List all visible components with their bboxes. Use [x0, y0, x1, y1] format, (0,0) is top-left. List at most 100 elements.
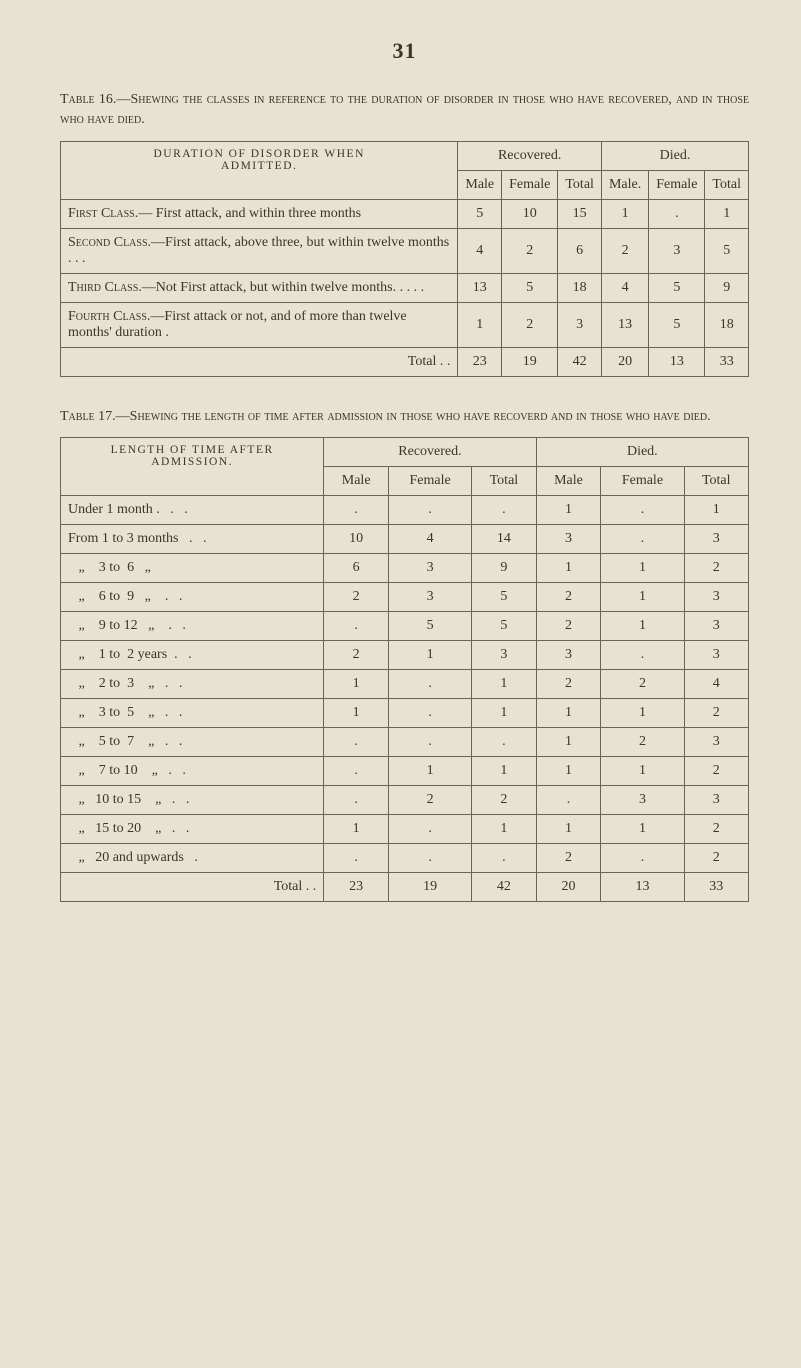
table-row: „ 2 to 3 „ . .1.1224 [61, 669, 749, 698]
table17-col-male: Male [324, 466, 389, 495]
table17-cell: 6 [324, 553, 389, 582]
table17-row-label: „ 10 to 15 „ . . [61, 785, 324, 814]
table17-cell: . [601, 495, 684, 524]
table17-row-label: „ 3 to 6 „ [61, 553, 324, 582]
table17-col-male2: Male [536, 466, 601, 495]
table16-cell: 5 [649, 273, 705, 302]
table-row: From 1 to 3 months . .104143.3 [61, 524, 749, 553]
table-row: „ 9 to 12 „ . ..55213 [61, 611, 749, 640]
table17-row-label: „ 3 to 5 „ . . [61, 698, 324, 727]
table17-cell: 1 [536, 814, 601, 843]
table-row: First Class.— First attack, and within t… [61, 199, 749, 228]
table17-cell: . [389, 843, 472, 872]
table17-cell: 2 [536, 582, 601, 611]
table17-cell: 1 [601, 698, 684, 727]
table17-cell: 5 [389, 611, 472, 640]
table16-cell: 2 [502, 302, 558, 347]
table17-cell: . [389, 669, 472, 698]
table16-col-female2: Female [649, 170, 705, 199]
table17-cell: 2 [536, 611, 601, 640]
table17-cell: 3 [389, 553, 472, 582]
table17-cell: 5 [472, 611, 536, 640]
table17-cell: 1 [472, 756, 536, 785]
table17-cell: 1 [601, 611, 684, 640]
table16-cell: 13 [601, 302, 648, 347]
table16-total-row: Total . .231942201333 [61, 347, 749, 376]
table16-row-header-sub: ADMITTED. [68, 160, 450, 172]
table17-cell: . [324, 843, 389, 872]
table17-row-label: „ 15 to 20 „ . . [61, 814, 324, 843]
table17-group-recovered: Recovered. [324, 437, 536, 466]
table17-total-cell: 23 [324, 872, 389, 901]
table17-cell: 1 [601, 756, 684, 785]
table17-cell: 2 [684, 553, 748, 582]
table16-cell: 5 [705, 228, 749, 273]
table17-cell: 2 [684, 843, 748, 872]
table17-row-label: „ 7 to 10 „ . . [61, 756, 324, 785]
table16: DURATION OF DISORDER WHEN ADMITTED. Reco… [60, 141, 749, 377]
table17-cell: 3 [601, 785, 684, 814]
table17-cell: 1 [536, 698, 601, 727]
table17-cell: . [472, 495, 536, 524]
table16-cell: 4 [458, 228, 502, 273]
table17-cell: 1 [536, 756, 601, 785]
table17-row-label: „ 1 to 2 years . . [61, 640, 324, 669]
table17-total-cell: 20 [536, 872, 601, 901]
table17-cell: 1 [472, 669, 536, 698]
table17-cell: . [601, 524, 684, 553]
table17-cell: 10 [324, 524, 389, 553]
table17-cell: 2 [684, 814, 748, 843]
table17-row-label: From 1 to 3 months . . [61, 524, 324, 553]
table17-cell: . [472, 727, 536, 756]
table17-cell: 1 [536, 727, 601, 756]
table-row: Under 1 month . . ....1.1 [61, 495, 749, 524]
table17-row-header-sub: ADMISSION. [68, 456, 316, 468]
table16-cell: 5 [502, 273, 558, 302]
table16-group-died: Died. [601, 141, 748, 170]
table16-col-total: Total [558, 170, 602, 199]
table16-col-male: Male [458, 170, 502, 199]
row-lead: First Class. [68, 206, 138, 221]
table17-cell: 1 [324, 669, 389, 698]
table-row: Third Class.—Not First at­tack, but with… [61, 273, 749, 302]
table16-group-recovered: Recovered. [458, 141, 602, 170]
row-rest: —Not First at­tack, but within twelve mo… [142, 280, 424, 295]
table16-caption: Table 16.—Shewing the classes in referen… [60, 90, 749, 131]
table-row: „ 7 to 10 „ . ..11112 [61, 756, 749, 785]
table16-row-header: DURATION OF DISORDER WHEN ADMITTED. [61, 141, 458, 199]
table17-cell: 3 [389, 582, 472, 611]
table16-cell: 3 [558, 302, 602, 347]
table-row: „ 3 to 6 „639112 [61, 553, 749, 582]
table17-cell: 3 [536, 524, 601, 553]
table17-row-label: „ 9 to 12 „ . . [61, 611, 324, 640]
table16-cell: 5 [649, 302, 705, 347]
table16-cell: 2 [502, 228, 558, 273]
table17-cell: 1 [536, 495, 601, 524]
table17-total-cell: 42 [472, 872, 536, 901]
table16-total-cell: 42 [558, 347, 602, 376]
table17-cell: 3 [684, 582, 748, 611]
table17-total-cell: 13 [601, 872, 684, 901]
table16-col-total2: Total [705, 170, 749, 199]
table16-total-cell: 23 [458, 347, 502, 376]
table17-cell: 14 [472, 524, 536, 553]
table16-total-cell: 20 [601, 347, 648, 376]
table-row: „ 3 to 5 „ . .1.1112 [61, 698, 749, 727]
table16-caption-rest: —Shewing the classes in reference to the… [60, 92, 749, 127]
table17-caption-rest: —Shewing the length of time after admiss… [116, 409, 711, 424]
row-lead: Second Class. [68, 235, 151, 250]
table17-row-header: LENGTH OF TIME AFTER ADMISSION. [61, 437, 324, 495]
table17-row-header-top: LENGTH OF TIME AFTER [68, 444, 316, 456]
table17-cell: 1 [472, 698, 536, 727]
table16-caption-lead: Table 16. [60, 92, 116, 107]
table16-cell: 15 [558, 199, 602, 228]
table17-cell: 3 [684, 524, 748, 553]
table17-cell: . [389, 495, 472, 524]
table16-cell: 1 [705, 199, 749, 228]
table17-cell: . [324, 495, 389, 524]
table17-cell: 2 [684, 698, 748, 727]
table17-cell: 1 [601, 582, 684, 611]
table17-cell: 1 [389, 640, 472, 669]
table16-col-female: Female [502, 170, 558, 199]
table16-row-label: Third Class.—Not First at­tack, but with… [61, 273, 458, 302]
